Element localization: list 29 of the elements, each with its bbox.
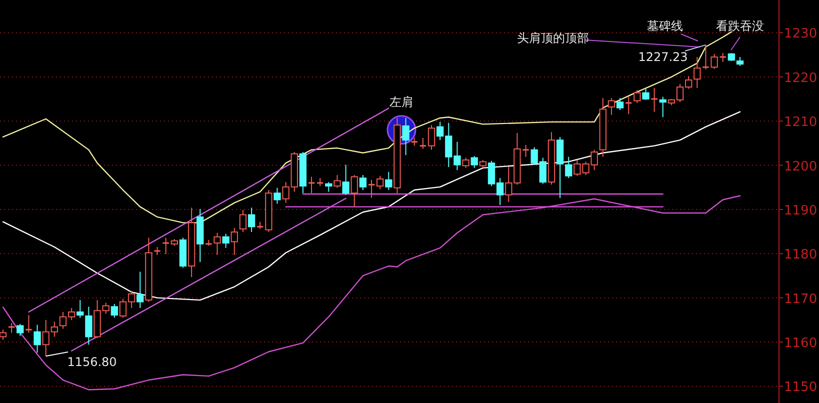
annotation: 看跌吞没	[716, 19, 764, 33]
candlestick	[34, 324, 41, 354]
candlestick	[694, 56, 701, 88]
line-series	[2, 195, 741, 390]
y-tick-label: 1220	[784, 70, 818, 86]
candlestick	[599, 98, 606, 158]
annotation: 墓碑线	[647, 19, 683, 33]
annotation: 1227.23	[638, 50, 688, 64]
annotation: 左肩	[390, 95, 414, 109]
annotation: 头肩顶的顶部	[517, 31, 589, 45]
line-series	[2, 111, 741, 301]
candlestick	[85, 306, 92, 346]
candlestick	[608, 98, 616, 116]
y-tick-label: 1230	[784, 26, 818, 42]
y-tick-label: 1210	[784, 115, 818, 130]
y-tick-label: 1170	[784, 292, 818, 307]
y-tick-label: 1160	[784, 336, 818, 352]
y-tick-label: 1200	[784, 159, 818, 174]
annotation: 1156.80	[67, 355, 117, 369]
y-tick-label: 1180	[784, 248, 818, 263]
candlestick	[188, 207, 196, 278]
candlestick	[650, 87, 658, 112]
y-tick-label: 1190	[784, 203, 818, 218]
candlestick	[248, 207, 256, 232]
line-series	[2, 31, 732, 224]
y-tick-label: 1150	[784, 380, 818, 396]
candlestick	[162, 237, 170, 255]
candlestick	[402, 117, 410, 156]
candlestick	[196, 208, 204, 263]
